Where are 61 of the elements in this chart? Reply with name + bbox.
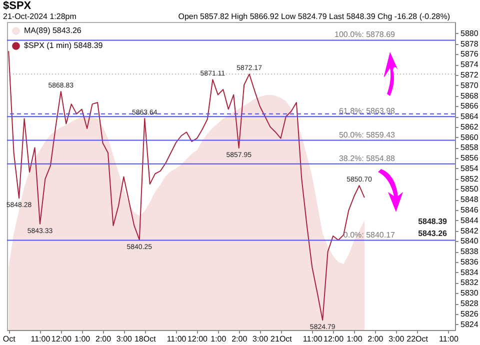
- x-tick-label: 3:00: [252, 334, 269, 344]
- y-tick-label: 5832: [460, 278, 479, 288]
- x-tick-label: 1:00: [74, 334, 91, 344]
- x-tick-label: 3:00: [116, 334, 133, 344]
- y-tick-label: 5854: [460, 164, 479, 173]
- y-tick-label: 5876: [460, 50, 479, 59]
- y-tick-label: 5866: [460, 102, 479, 111]
- y-tick-label: 5836: [460, 257, 479, 266]
- ref-line-label: 61.8%: 5863.98: [338, 106, 396, 116]
- ref-line-label: 38.2%: 5854.88: [338, 154, 396, 163]
- legend-label: MA(89) 5843.26: [24, 26, 82, 35]
- y-tick-label: 5870: [460, 80, 479, 90]
- y-tick-label: 5872: [460, 70, 479, 80]
- x-tick-label: 21Oct: [270, 334, 293, 344]
- x-tick-label: 1:00: [210, 334, 227, 344]
- y-tick-label: 5864: [460, 112, 479, 122]
- annotation: 5843.26: [418, 229, 448, 238]
- x-tick-label: 22Oct: [406, 334, 429, 344]
- y-tick-label: 5828: [460, 299, 479, 308]
- y-tick-label: 5848: [460, 195, 479, 204]
- y-tick-label: 5844: [460, 216, 479, 225]
- y-tick-label: 5830: [460, 288, 479, 298]
- ref-line-label: 0.0%: 5840.17: [343, 230, 396, 240]
- ref-line-label: 100.0%: 5878.69: [334, 30, 396, 40]
- x-tick-label: 12:00: [51, 334, 72, 344]
- chart-title: $SPX: [3, 0, 32, 12]
- x-tick-label: 12:00: [324, 334, 344, 344]
- chart-subtitle: 21-Oct-2024 1:28pm: [3, 12, 76, 21]
- x-tick-label: 11:00: [302, 334, 323, 344]
- x-tick-label: 11:00: [30, 334, 51, 344]
- y-tick-label: 5834: [460, 268, 479, 277]
- y-tick-label: 5842: [460, 226, 479, 236]
- x-tick-label: Oct: [2, 334, 16, 344]
- y-tick-label: 5860: [460, 132, 479, 142]
- y-tick-label: 5846: [460, 206, 479, 215]
- y-tick-label: 5878: [460, 39, 479, 48]
- y-tick-label: 5824: [460, 320, 479, 329]
- y-tick-label: 5868: [460, 91, 479, 100]
- y-tick-label: 5852: [460, 174, 479, 184]
- x-tick-label: 2:00: [232, 334, 248, 344]
- y-tick-label: 5874: [460, 60, 479, 70]
- y-tick-label: 5880: [460, 28, 479, 38]
- text: Open 5857.82 High 5866.92 Low 5824.79 Last 5848.39 Chg -16.28 (-0.28%): [178, 12, 450, 21]
- y-tick-label: 5856: [460, 154, 479, 163]
- y-tick-label: 5858: [460, 143, 479, 152]
- annotation: 5848.39: [418, 217, 448, 226]
- y-tick-label: 5838: [460, 247, 479, 256]
- y-tick-label: 5850: [460, 184, 479, 194]
- legend-label: $SPX (1 min) 5848.39: [24, 41, 104, 50]
- ref-line-label: 50.0%: 5859.43: [338, 130, 396, 140]
- y-tick-label: 5862: [460, 122, 479, 132]
- y-tick-label: 5840: [460, 236, 479, 246]
- x-tick-label: 12:00: [187, 334, 208, 344]
- x-tick-label: 2:00: [368, 334, 384, 344]
- x-tick-label: 11:00: [438, 334, 459, 344]
- y-tick-label: 5826: [460, 309, 479, 318]
- x-tick-label: 1:00: [346, 334, 363, 344]
- x-tick-label: 18Oct: [134, 334, 157, 344]
- x-tick-label: 2:00: [95, 334, 112, 344]
- x-tick-label: 11:00: [166, 334, 187, 344]
- x-tick-label: 3:00: [388, 334, 405, 344]
